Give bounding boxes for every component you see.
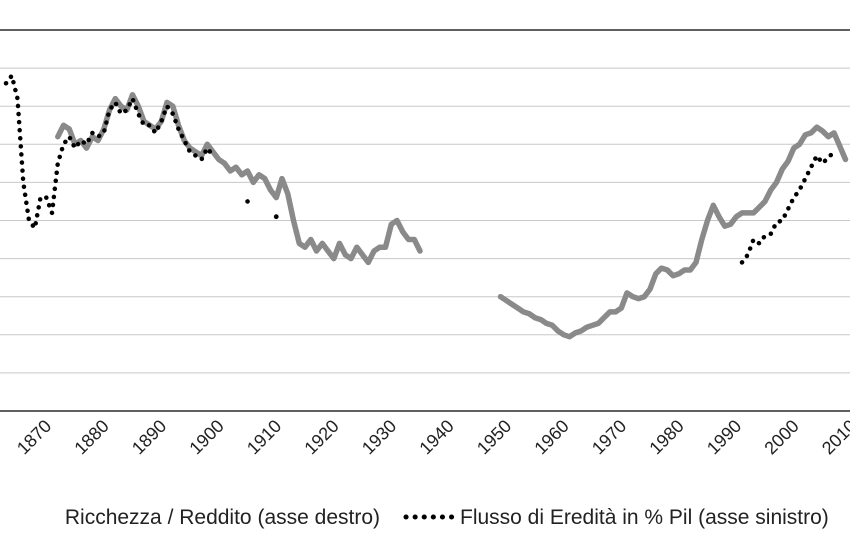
legend-label-wealth-income: Ricchezza / Reddito (asse destro) (65, 506, 380, 529)
series-line-wealth-income (55, 92, 423, 266)
x-tick-label: 1970 (588, 416, 630, 458)
x-tick-labels: 1870 1880 1890 1900 1910 1920 1930 1940 1950 1960… (13, 416, 850, 458)
gridlines (0, 67, 850, 374)
x-tick-label: 1930 (358, 416, 400, 458)
series-line-inheritance-flow (739, 149, 837, 265)
series-line-wealth-income (497, 124, 849, 340)
x-tick-label: 1880 (70, 416, 112, 458)
x-tick-label: 1980 (645, 416, 687, 458)
x-tick-label: 1990 (703, 416, 745, 458)
x-tick-label: 1940 (415, 416, 457, 458)
series-point (273, 214, 279, 220)
x-tick-label: 1870 (13, 416, 55, 458)
x-tick-label: 1960 (530, 416, 572, 458)
x-tick-label: 1920 (300, 416, 342, 458)
x-tick-label: 1900 (185, 416, 227, 458)
series-line-inheritance-flow (3, 73, 43, 231)
x-tick-label: 1950 (473, 416, 515, 458)
legend-label-inheritance-flow: Flusso di Eredità in % Pil (asse sinistr… (460, 506, 829, 529)
series-line-inheritance-flow (245, 199, 256, 208)
x-tick-label: 1910 (243, 416, 285, 458)
legend: Ricchezza / Reddito (asse destro) Flusso… (65, 506, 829, 529)
series-line-inheritance-flow (44, 96, 216, 216)
x-tick-label: 1890 (128, 416, 170, 458)
x-tick-label: 2010 (818, 416, 850, 458)
series-group (3, 73, 849, 340)
x-tick-label: 2000 (760, 416, 802, 458)
